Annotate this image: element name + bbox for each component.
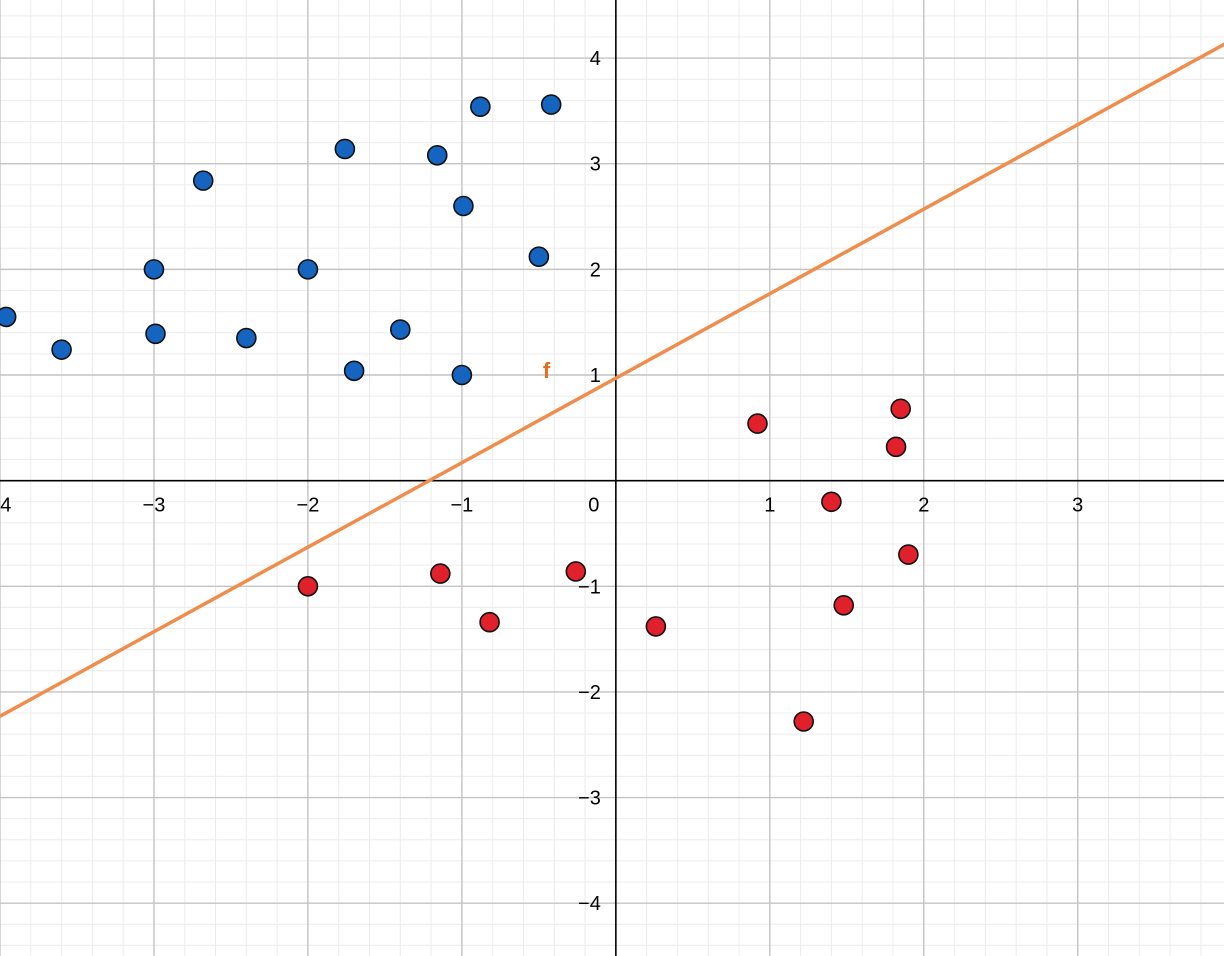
red-point: [565, 561, 587, 582]
red-point: [747, 413, 768, 434]
function-label: f: [543, 358, 551, 383]
blue-point: [540, 94, 562, 115]
line-f: [0, 42, 1224, 718]
red-point: [885, 436, 907, 458]
blue-point: [236, 327, 257, 349]
red-point: [297, 575, 319, 597]
y-tick-label: −2: [578, 682, 601, 704]
blue-point: [51, 339, 72, 360]
data-points: [0, 94, 919, 732]
blue-point: [145, 323, 166, 345]
blue-point: [297, 259, 319, 280]
blue-point: [470, 96, 491, 117]
blue-point: [343, 360, 365, 382]
blue-point: [192, 170, 214, 191]
x-tick-label: −4: [0, 495, 11, 517]
blue-point: [143, 259, 165, 280]
red-point: [833, 594, 855, 616]
x-tick-label: 1: [764, 495, 775, 517]
x-tick-label: −2: [297, 495, 320, 517]
y-tick-label: −4: [578, 893, 601, 915]
blue-point: [0, 306, 17, 328]
blue-point: [453, 195, 474, 217]
red-point: [479, 611, 500, 633]
red-point: [430, 563, 451, 584]
red-point: [821, 491, 842, 513]
red-point: [645, 616, 667, 637]
tick-labels: −4 −3 −2 −1 0 1 2 3 −4 −3 −2 −1 1 2 3 4: [0, 48, 1083, 915]
y-tick-label: −3: [578, 788, 601, 810]
red-point: [890, 398, 911, 420]
blue-point: [334, 138, 356, 160]
y-tick-label: 4: [590, 48, 601, 70]
y-tick-label: 3: [590, 154, 601, 176]
x-tick-label: −1: [450, 495, 473, 517]
y-tick-label: −1: [578, 576, 601, 598]
blue-point: [451, 364, 473, 386]
function-line: f: [0, 42, 1224, 718]
x-tick-label: 2: [918, 495, 929, 517]
blue-point: [528, 246, 550, 267]
x-tick-label: −3: [143, 495, 166, 517]
x-tick-label: 3: [1072, 495, 1083, 517]
y-tick-label: 2: [590, 259, 601, 281]
blue-point: [390, 319, 411, 340]
red-point: [793, 711, 814, 732]
x-tick-label: 0: [588, 495, 599, 517]
y-tick-label: 1: [590, 365, 601, 387]
red-point: [898, 544, 919, 565]
blue-point: [426, 144, 448, 166]
